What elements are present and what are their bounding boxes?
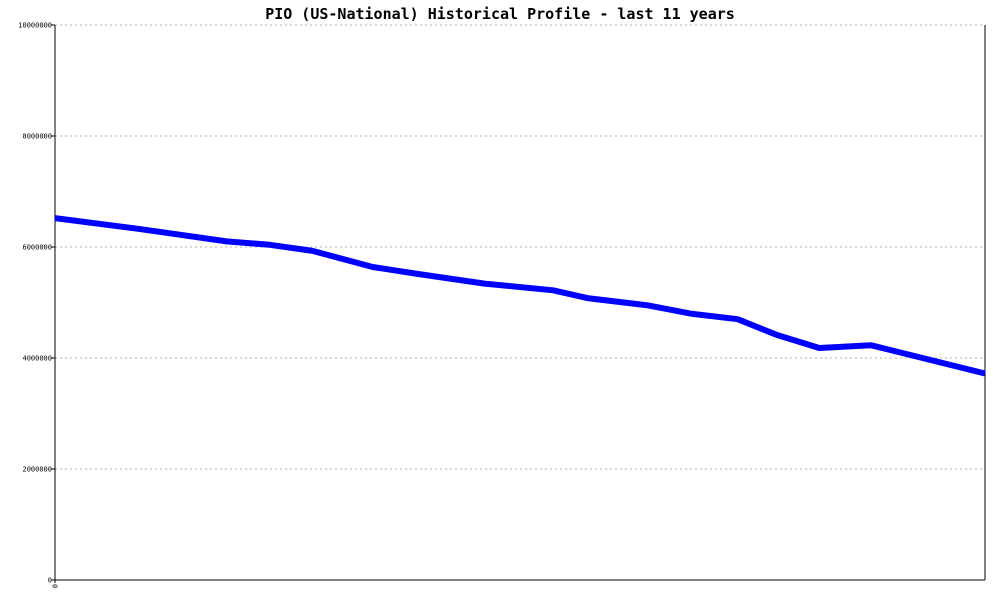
gridlines [55, 24, 985, 470]
axes [54, 25, 986, 581]
chart-title: PIO (US-National) Historical Profile - l… [265, 5, 735, 23]
y-tick-label: 6000000 [22, 244, 52, 252]
y-tick-label: 4000000 [22, 355, 52, 363]
y-tick-label: 0 [48, 577, 52, 585]
series-layer [54, 215, 986, 377]
y-tick-label: 2000000 [22, 466, 52, 474]
y-axis-ticks: 0 2000000 4000000 6000000 8000000 10000000 [18, 22, 55, 585]
x-tick-label: 0 [52, 584, 60, 588]
series-line [54, 215, 986, 377]
x-axis-ticks: 0 [52, 580, 60, 588]
y-tick-label: 10000000 [18, 22, 52, 30]
y-tick-label: 8000000 [22, 133, 52, 141]
